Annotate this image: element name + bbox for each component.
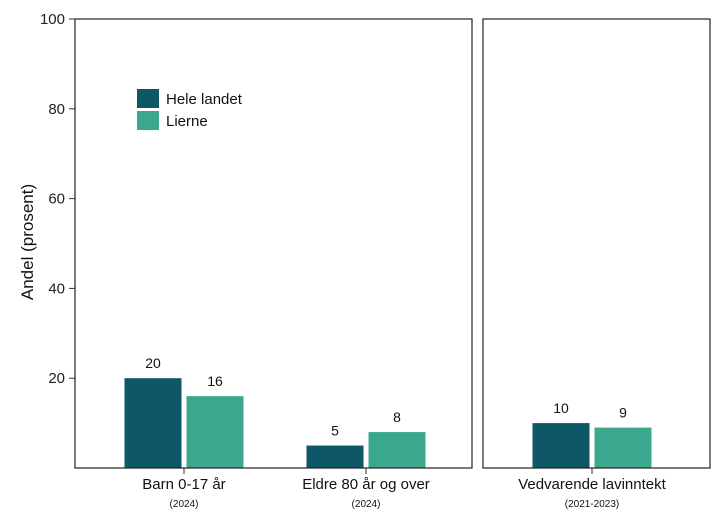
x-tick-sublabel: (2024)	[170, 499, 199, 510]
x-tick-sublabel: (2021-2023)	[565, 499, 619, 510]
y-axis-title: Andel (prosent)	[18, 184, 37, 300]
data-label: 5	[331, 423, 339, 439]
legend: Hele landet Lierne	[137, 89, 243, 130]
y-tick-label: 20	[48, 370, 65, 387]
data-label: 10	[553, 400, 569, 416]
x-tick-label: Barn 0-17 år	[142, 476, 225, 493]
panel-border	[74, 18, 473, 469]
y-axis: 20 40 60 80 100	[40, 11, 75, 387]
legend-label: Hele landet	[166, 91, 243, 108]
bar-hele-landet	[532, 423, 590, 468]
category-group: 20 16 Barn 0-17 år (2024)	[124, 355, 244, 510]
y-tick-label: 40	[48, 280, 65, 297]
legend-item: Hele landet	[137, 89, 243, 108]
data-label: 9	[619, 405, 627, 421]
x-tick-sublabel: (2024)	[352, 499, 381, 510]
legend-item: Lierne	[137, 111, 208, 130]
data-label: 8	[393, 409, 401, 425]
x-tick-label: Vedvarende lavinntekt	[518, 476, 666, 493]
bar-hele-landet	[124, 378, 182, 468]
bar-lierne	[186, 396, 244, 468]
chart-panels: 20 16 Barn 0-17 år (2024) 5 8 Eldre 80 år og o…	[74, 18, 711, 510]
data-label: 16	[207, 373, 223, 389]
bar-lierne	[368, 432, 426, 468]
y-tick-label: 100	[40, 11, 65, 28]
category-group: 5 8 Eldre 80 år og over (2024)	[302, 409, 430, 510]
data-label: 20	[145, 355, 161, 371]
y-tick-label: 60	[48, 191, 65, 208]
legend-swatch	[137, 89, 159, 108]
x-tick-label: Eldre 80 år og over	[302, 476, 430, 493]
chart-panel-1: 20 16 Barn 0-17 år (2024) 5 8 Eldre 80 år og o…	[74, 18, 473, 510]
chart-panel-2: 10 9 Vedvarende lavinntekt (2021-2023)	[482, 18, 711, 510]
legend-label: Lierne	[166, 113, 208, 130]
legend-swatch	[137, 111, 159, 130]
bar-hele-landet	[306, 445, 364, 468]
y-tick-label: 80	[48, 101, 65, 118]
category-group: 10 9 Vedvarende lavinntekt (2021-2023)	[518, 400, 666, 510]
panel-border	[482, 18, 711, 469]
bar-lierne	[594, 427, 652, 468]
